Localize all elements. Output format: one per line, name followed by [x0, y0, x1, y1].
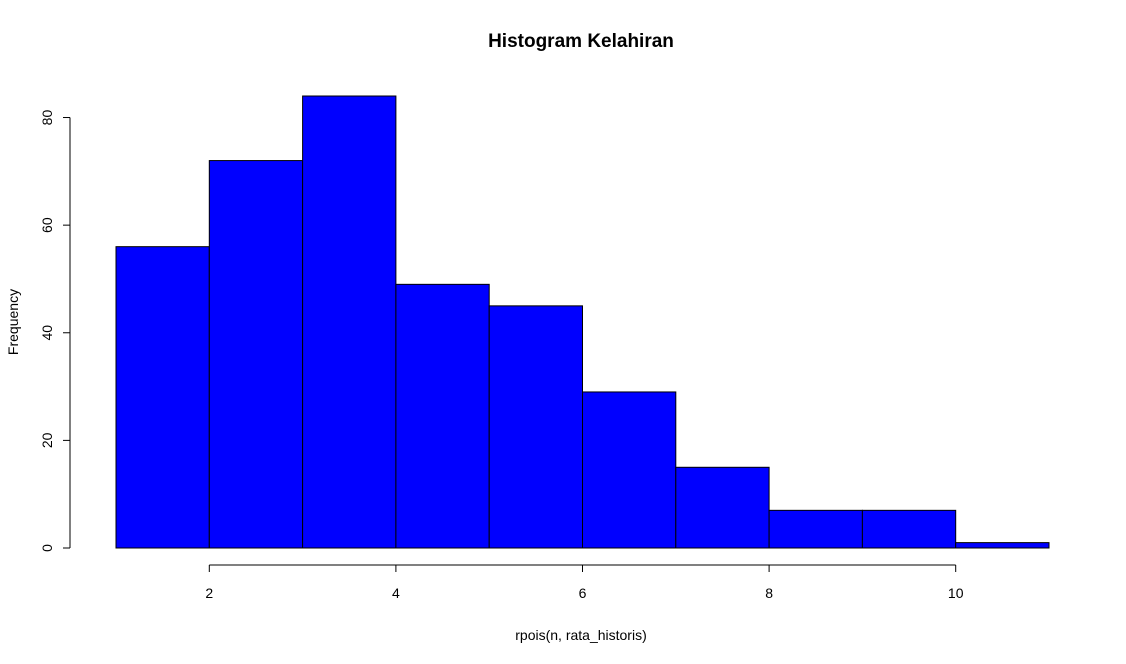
y-axis: 0 20 40 60 80: [39, 110, 71, 552]
x-axis: 2 4 6 8 10: [205, 564, 964, 601]
histogram-bar: [395, 283, 490, 549]
histogram-bar: [675, 466, 770, 549]
y-tick-label: 20: [39, 432, 55, 448]
histogram-bar: [955, 542, 1050, 549]
histogram-bar: [861, 509, 957, 549]
x-tick-label: 10: [948, 585, 964, 601]
histogram-bar: [302, 95, 397, 549]
histogram-bar: [582, 391, 677, 549]
x-tick-label: 4: [392, 585, 400, 601]
histogram-bar: [208, 160, 304, 549]
y-tick-label: 60: [39, 217, 55, 233]
histogram-bar: [488, 305, 584, 549]
y-tick-label: 0: [39, 544, 55, 552]
x-tick-label: 2: [205, 585, 213, 601]
x-tick-label: 8: [765, 585, 773, 601]
bars-group: [115, 95, 1050, 549]
x-tick-label: 6: [579, 585, 587, 601]
y-tick-label: 40: [39, 325, 55, 341]
histogram-bar: [768, 509, 863, 549]
histogram-bar: [115, 246, 210, 549]
y-tick-label: 80: [39, 110, 55, 126]
y-axis-label: Frequency: [5, 289, 21, 355]
chart-title: Histogram Kelahiran: [488, 31, 674, 52]
x-axis-label: rpois(n, rata_historis): [515, 627, 647, 643]
